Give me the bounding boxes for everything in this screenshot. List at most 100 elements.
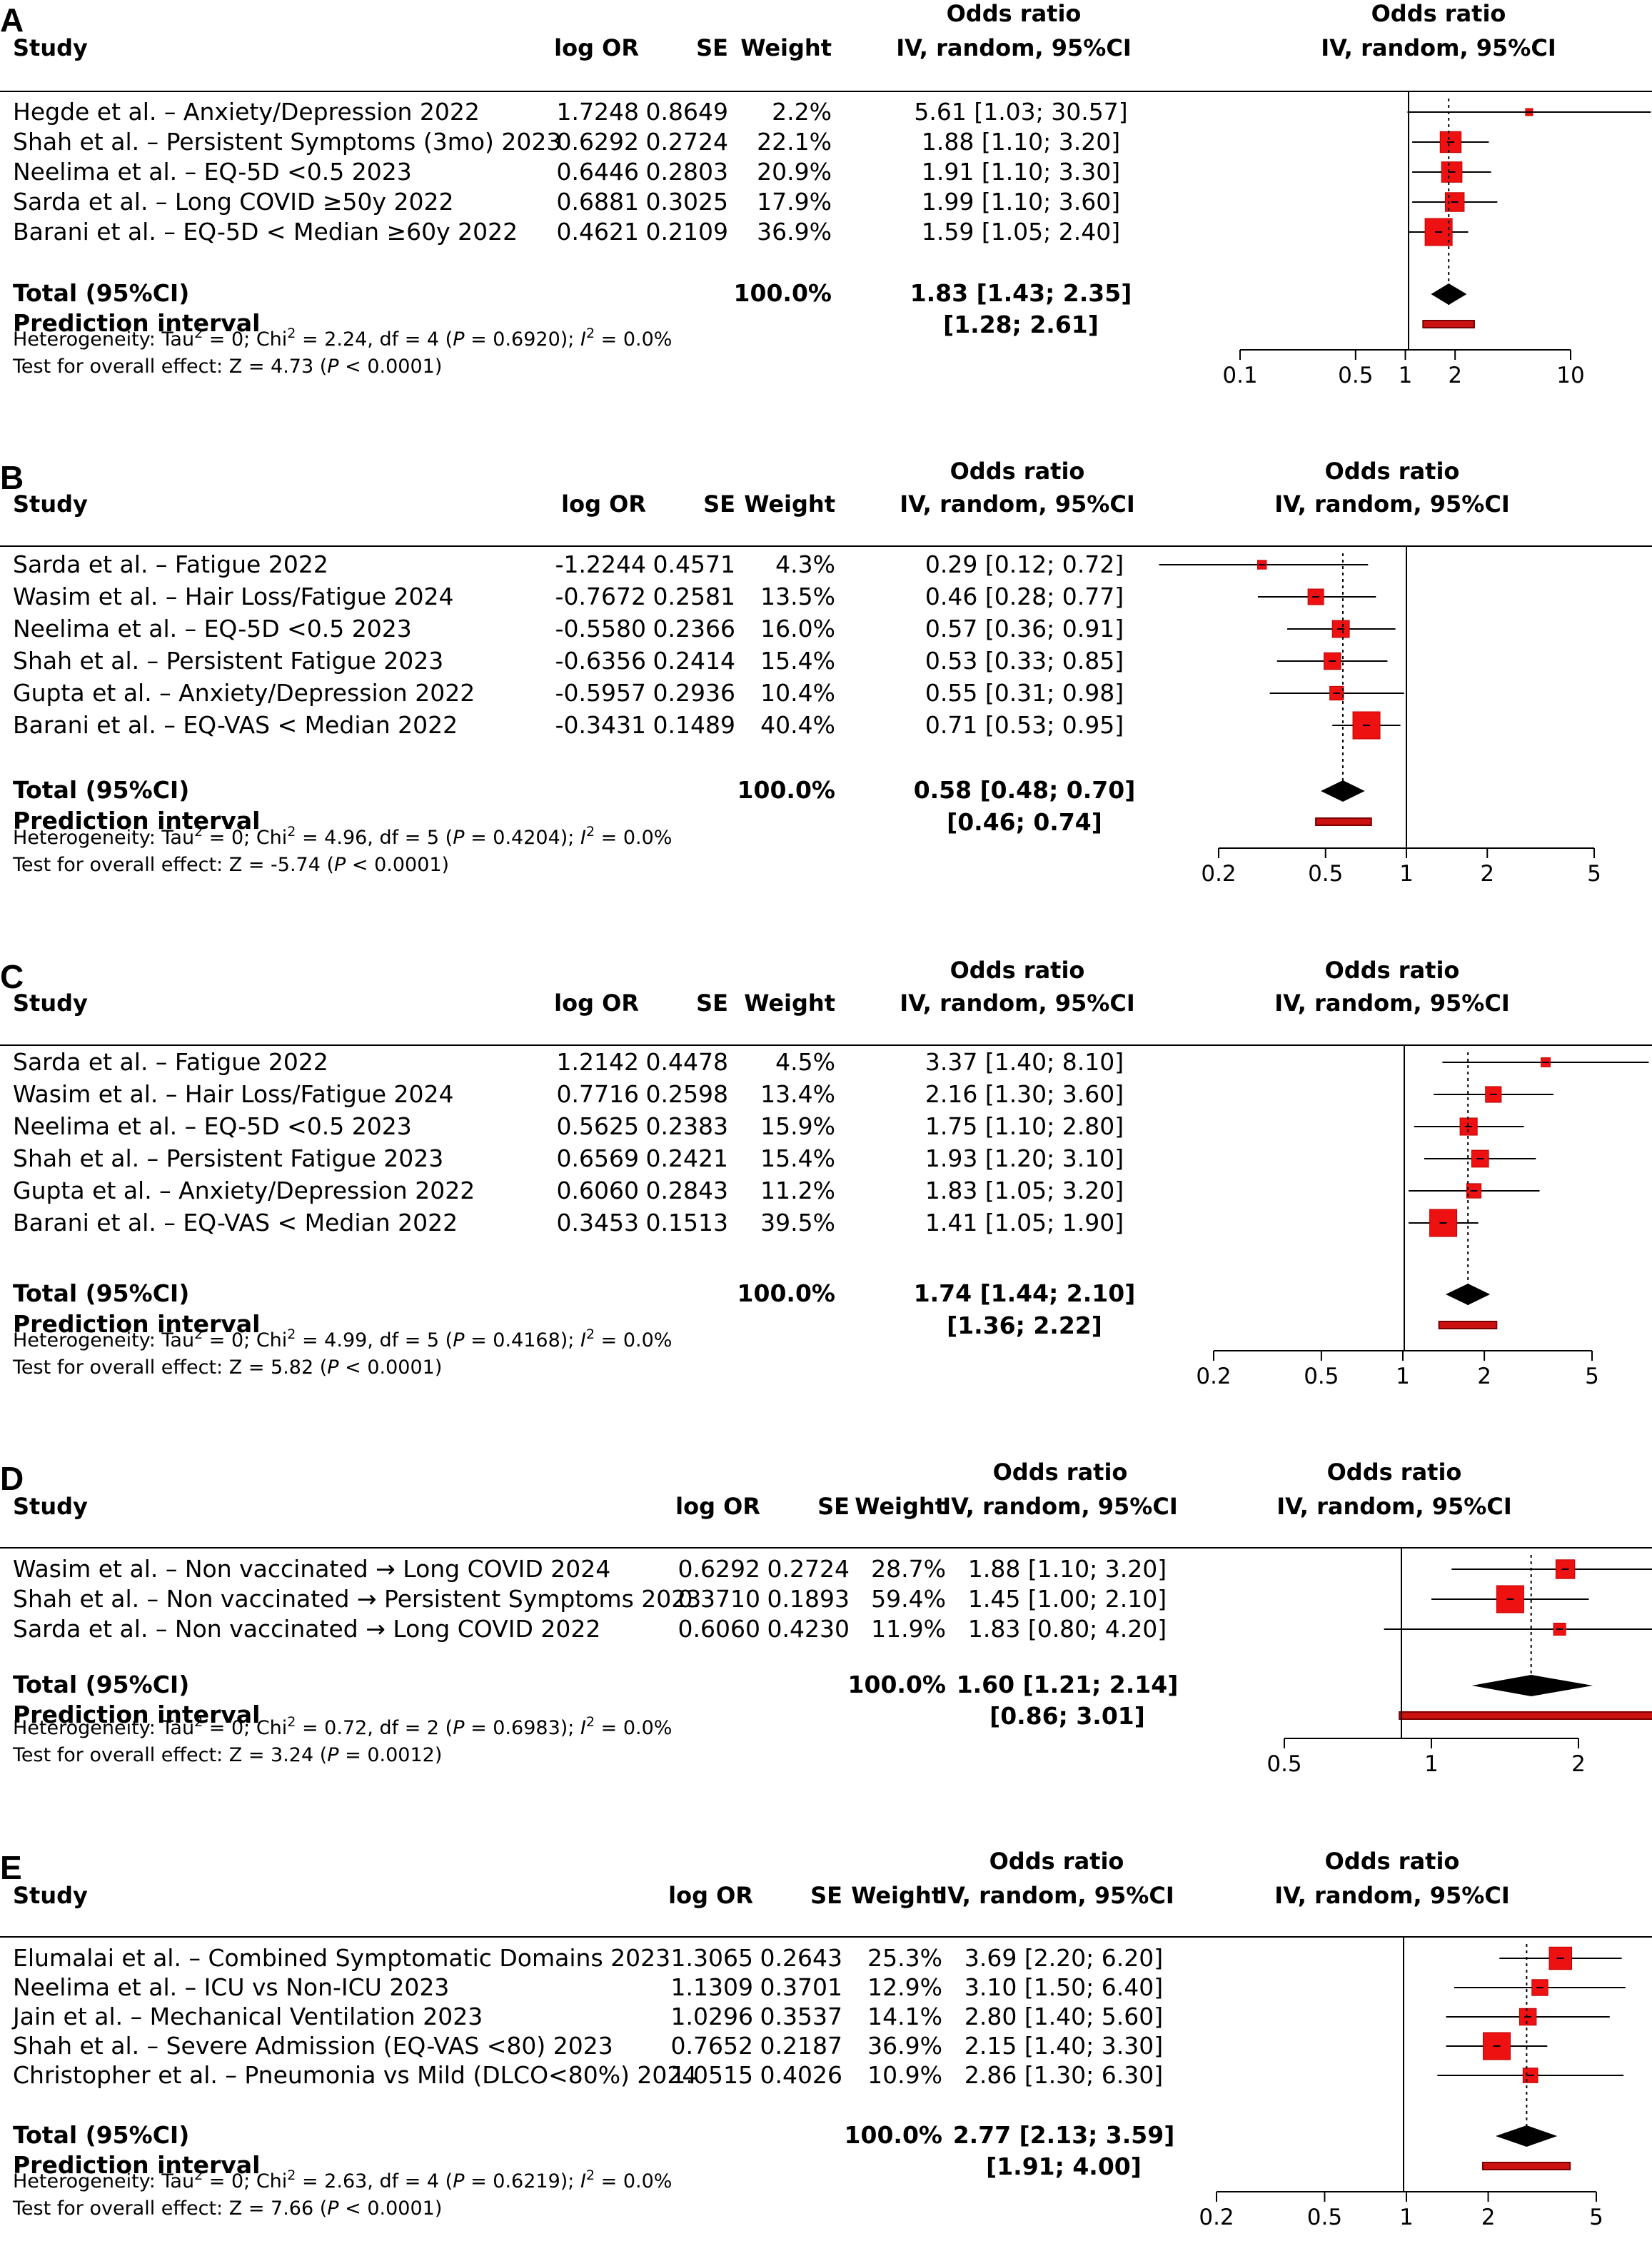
study-log-or: -1.2244 [555,550,646,578]
study-weight: 10.9% [867,2061,942,2089]
study-or-ci: 2.80 [1.40; 5.60] [964,2003,1163,2030]
x-axis-tick-label: 2 [1481,2205,1496,2230]
heterogeneity-note: Heterogeneity: Tau2 = 0; Chi2 = 4.99, df… [13,1326,672,1351]
study-or-ci: 1.83 [0.80; 4.20] [968,1615,1167,1643]
study-se: 0.2803 [646,158,728,186]
study-label: Neelima et al. – EQ-5D <0.5 2023 [13,1112,412,1140]
x-axis-tick-label: 5 [1585,1364,1599,1389]
study-se: 0.4478 [646,1048,728,1076]
study-weight: 4.3% [775,550,835,578]
heterogeneity-note: Heterogeneity: Tau2 = 0; Chi2 = 0.72, df… [13,1714,672,1739]
total-diamond [1446,1284,1491,1305]
study-log-or: 1.0515 [671,2061,753,2089]
study-label: Barani et al. – EQ-VAS < Median 2022 [13,1209,458,1237]
study-label: Sarda et al. – Long COVID ≥50y 2022 [13,188,454,216]
study-weight: 15.4% [760,1144,835,1172]
prediction-ci: [1.91; 4.00] [986,2152,1142,2180]
study-weight: 12.9% [867,1973,942,2001]
x-axis-tick-label: 0.1 [1222,363,1257,388]
study-log-or: 0.6060 [557,1177,639,1204]
total-diamond [1471,1675,1593,1696]
study-log-or: 0.6292 [678,1555,760,1583]
study-label: Neelima et al. – ICU vs Non-ICU 2023 [13,1973,449,2001]
x-axis-tick-label: 2 [1480,861,1494,887]
study-se: 0.2187 [760,2032,842,2060]
study-se: 0.2724 [646,128,728,156]
study-weight: 11.9% [871,1615,946,1643]
header-se: SE [696,34,728,61]
total-label: Total (95%CI) [13,776,189,804]
study-or-ci: 5.61 [1.03; 30.57] [914,98,1127,126]
total-or-ci: 0.58 [0.48; 0.70] [914,776,1136,804]
study-or-ci: 1.45 [1.00; 2.10] [968,1585,1167,1613]
prediction-ci: [0.86; 3.01] [989,1702,1145,1730]
header-odds-ratio: Odds ratio [950,458,1085,485]
header-plot-iv-random: IV, random, 95%CI [1274,989,1510,1017]
study-log-or: 0.7716 [557,1080,639,1108]
study-weight: 36.9% [757,218,832,246]
x-axis-tick-label: 2 [1571,1751,1586,1777]
total-or-ci: 1.60 [1.21; 2.14] [957,1671,1179,1698]
study-weight: 20.9% [757,158,832,186]
study-se: 0.3537 [760,2003,842,2030]
study-or-ci: 2.15 [1.40; 3.30] [964,2032,1163,2060]
study-se: 0.2724 [767,1555,850,1583]
study-label: Barani et al. – EQ-5D < Median ≥60y 2022 [13,218,518,246]
x-axis-tick-label: 10 [1556,363,1584,388]
study-or-ci: 0.55 [0.31; 0.98] [925,679,1124,707]
study-log-or: -0.3431 [555,711,646,739]
x-axis-tick-label: 2 [1477,1364,1491,1389]
study-se: 0.2366 [653,615,735,643]
study-se: 0.4571 [653,550,735,578]
study-se: 0.2936 [653,679,735,707]
study-log-or: 0.6446 [557,158,639,186]
header-se: SE [817,1493,850,1520]
total-label: Total (95%CI) [13,1279,189,1307]
study-label: Elumalai et al. – Combined Symptomatic D… [13,1944,670,1972]
header-log-or: log OR [554,989,639,1017]
prediction-label: Prediction interval [13,1701,260,1728]
study-label: Sarda et al. – Fatigue 2022 [13,550,328,578]
prediction-label: Prediction interval [13,309,260,337]
header-weight: Weight [740,34,832,61]
x-axis-tick-label: 1 [1396,1364,1410,1389]
study-weight: 15.4% [760,647,835,675]
x-axis-tick-label: 0.5 [1338,363,1373,388]
study-se: 0.2414 [653,647,735,675]
study-or-ci: 1.93 [1.20; 3.10] [925,1144,1124,1172]
study-log-or: 1.0296 [671,2003,753,2030]
study-or-ci: 0.71 [0.53; 0.95] [925,711,1124,739]
x-axis-tick-label: 1 [1424,1751,1439,1777]
prediction-ci: [1.36; 2.22] [947,1311,1102,1339]
x-axis-tick-label: 1 [1399,363,1413,388]
x-axis-tick-label: 0.5 [1304,1364,1339,1389]
study-weight: 22.1% [757,128,832,156]
prediction-label: Prediction interval [13,807,260,835]
study-log-or: 0.6569 [557,1144,639,1172]
study-se: 0.3025 [646,188,728,216]
x-axis-tick-label: 5 [1587,861,1601,887]
x-axis-tick-label: 1 [1399,861,1414,887]
header-plot-iv-random: IV, random, 95%CI [1274,1882,1510,1909]
study-or-ci: 0.29 [0.12; 0.72] [925,550,1124,578]
header-plot-odds-ratio: Odds ratio [1371,0,1506,27]
study-log-or: -0.7672 [555,583,646,610]
study-log-or: 0.3453 [557,1209,639,1237]
study-or-ci: 1.59 [1.05; 2.40] [922,218,1120,246]
study-log-or: 0.6881 [557,188,639,216]
study-label: Shah et al. – Persistent Fatigue 2023 [13,1144,443,1172]
header-study: Study [13,490,88,518]
study-se: 0.1489 [653,711,735,739]
study-weight: 25.3% [867,1944,942,1972]
study-se: 0.2581 [653,583,735,610]
header-log-or: log OR [554,34,639,61]
total-weight: 100.0% [845,2121,942,2149]
study-se: 0.1893 [767,1585,850,1613]
x-axis-tick-label: 0.2 [1199,2205,1234,2230]
study-log-or: -0.5957 [555,679,646,707]
header-plot-iv-random: IV, random, 95%CI [1276,1493,1512,1520]
